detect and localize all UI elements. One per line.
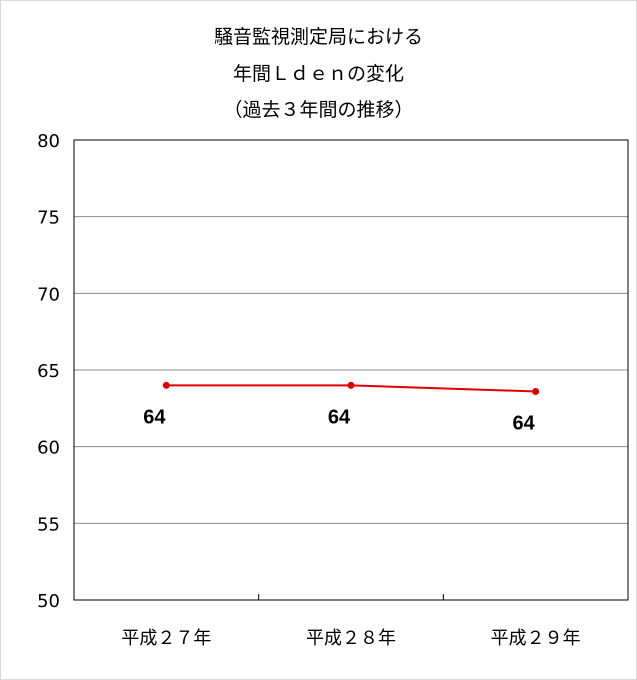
plot-area (73, 139, 629, 601)
x-axis-ticks (258, 594, 444, 600)
x-category-label: 平成２７年 (121, 628, 211, 649)
data-point (347, 381, 355, 389)
chart-title-line-3: （過去３年間の推移） (223, 99, 414, 121)
y-tick-label: 75 (37, 208, 60, 229)
y-tick-label: 80 (37, 131, 60, 152)
data-point (532, 387, 540, 395)
chart-title-line-2: 年間Ｌｄｅｎの変化 (232, 63, 404, 85)
y-tick-label: 55 (37, 514, 60, 535)
chart-title-line-1: 騒音監視測定局における (213, 26, 423, 48)
data-point (162, 381, 170, 389)
y-tick-label: 70 (37, 284, 60, 305)
y-axis-labels: 80 75 70 65 60 55 50 (37, 131, 60, 612)
y-tick-label: 60 (37, 438, 60, 459)
gridlines (74, 216, 628, 524)
data-label: 64 (328, 406, 351, 428)
x-axis-labels: 平成２７年 平成２８年 平成２９年 (121, 628, 580, 649)
x-category-label: 平成２９年 (491, 628, 581, 649)
data-labels: 64 64 64 (143, 406, 535, 434)
x-category-label: 平成２８年 (306, 628, 396, 649)
data-label: 64 (143, 406, 166, 428)
y-tick-label: 50 (37, 591, 60, 612)
data-label: 64 (513, 412, 536, 434)
series-group (162, 381, 540, 395)
y-tick-label: 65 (37, 361, 60, 382)
